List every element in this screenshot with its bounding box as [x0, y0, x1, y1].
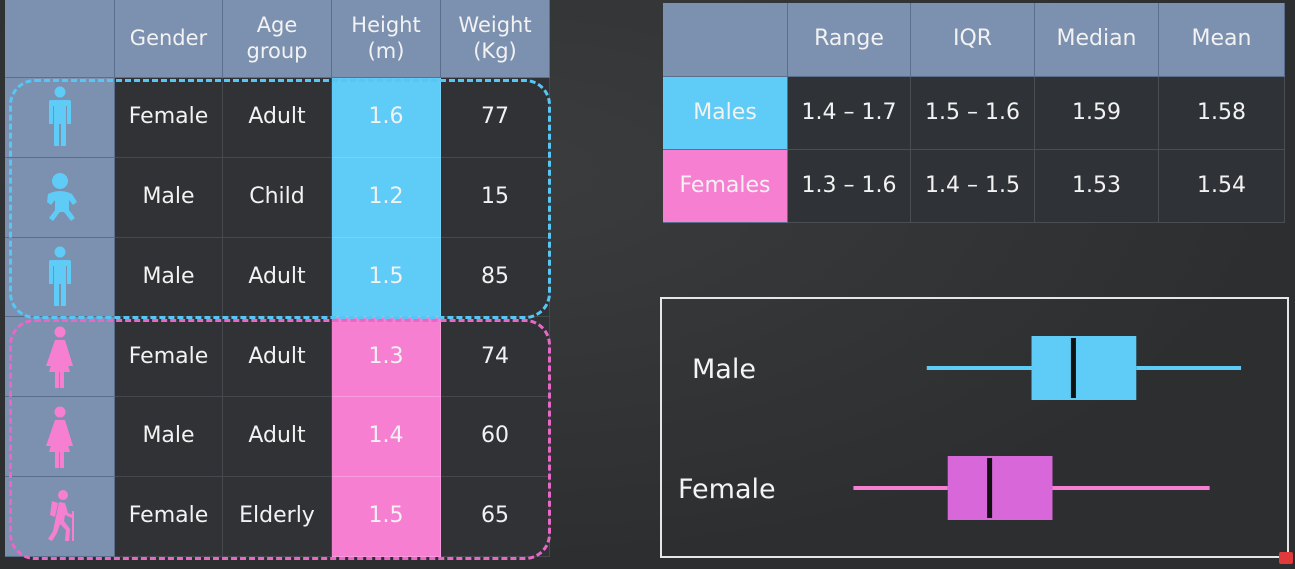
- boxplot-chart: Male Female: [678, 336, 1242, 520]
- corner-badge: [1279, 552, 1293, 564]
- weight-cell: 60: [441, 397, 550, 477]
- age-group-cell: Adult: [223, 317, 332, 398]
- gender-cell: Male: [115, 397, 223, 477]
- summary-median-cell: 1.53: [1035, 150, 1159, 223]
- woman-icon: [5, 397, 115, 477]
- gender-cell: Female: [115, 317, 223, 398]
- age-group-cell: Elderly: [223, 476, 332, 557]
- hiker-icon: [5, 476, 115, 557]
- gender-cell: Female: [115, 476, 223, 557]
- summary-column-header: IQR: [911, 3, 1035, 77]
- gender-cell: Female: [115, 78, 223, 158]
- height-cell: 1.5: [332, 476, 441, 557]
- woman-icon: [5, 317, 115, 398]
- column-header: Age group: [223, 0, 332, 78]
- column-header: Gender: [115, 0, 223, 78]
- summary-header-blank: [663, 3, 788, 77]
- column-header: Height (m): [332, 0, 441, 78]
- baby-icon: [5, 157, 115, 238]
- summary-range-cell: 1.3 – 1.6: [788, 150, 911, 223]
- man-icon: [5, 78, 115, 158]
- weight-cell: 65: [441, 476, 550, 557]
- summary-column-header: Range: [788, 3, 911, 77]
- summary-iqr-cell: 1.5 – 1.6: [911, 77, 1035, 150]
- age-group-cell: Child: [223, 157, 332, 238]
- series-label: Female: [678, 474, 776, 505]
- weight-cell: 74: [441, 317, 550, 398]
- weight-cell: 77: [441, 78, 550, 158]
- weight-cell: 15: [441, 157, 550, 238]
- height-cell: 1.5: [332, 237, 441, 318]
- header-blank: [5, 0, 115, 78]
- height-cell: 1.4: [332, 397, 441, 477]
- height-cell: 1.2: [332, 157, 441, 238]
- height-cell: 1.6: [332, 78, 441, 158]
- summary-mean-cell: 1.58: [1159, 77, 1285, 150]
- summary-row-label: Females: [663, 150, 788, 223]
- summary-iqr-cell: 1.4 – 1.5: [911, 150, 1035, 223]
- summary-mean-cell: 1.54: [1159, 150, 1285, 223]
- age-group-cell: Adult: [223, 237, 332, 318]
- column-header: Weight (Kg): [441, 0, 550, 78]
- summary-row-label: Males: [663, 77, 788, 150]
- summary-median-cell: 1.59: [1035, 77, 1159, 150]
- series-label: Male: [692, 354, 756, 385]
- height-cell: 1.3: [332, 317, 441, 398]
- weight-cell: 85: [441, 237, 550, 318]
- age-group-cell: Adult: [223, 397, 332, 477]
- iqr-box: [1031, 336, 1137, 400]
- summary-column-header: Mean: [1159, 3, 1285, 77]
- age-group-cell: Adult: [223, 78, 332, 158]
- data-table: Gender Age group Height (m) Weight (Kg) Fema…: [5, 0, 550, 557]
- summary-column-header: Median: [1035, 3, 1159, 77]
- summary-range-cell: 1.4 – 1.7: [788, 77, 911, 150]
- gender-cell: Male: [115, 237, 223, 318]
- gender-cell: Male: [115, 157, 223, 238]
- boxplot-frame: Male Female: [660, 297, 1289, 558]
- man-icon: [5, 237, 115, 318]
- iqr-box: [947, 456, 1053, 520]
- summary-table: Range IQR Median Mean Males 1.4 – 1.7 1.5 – 1.…: [663, 3, 1285, 223]
